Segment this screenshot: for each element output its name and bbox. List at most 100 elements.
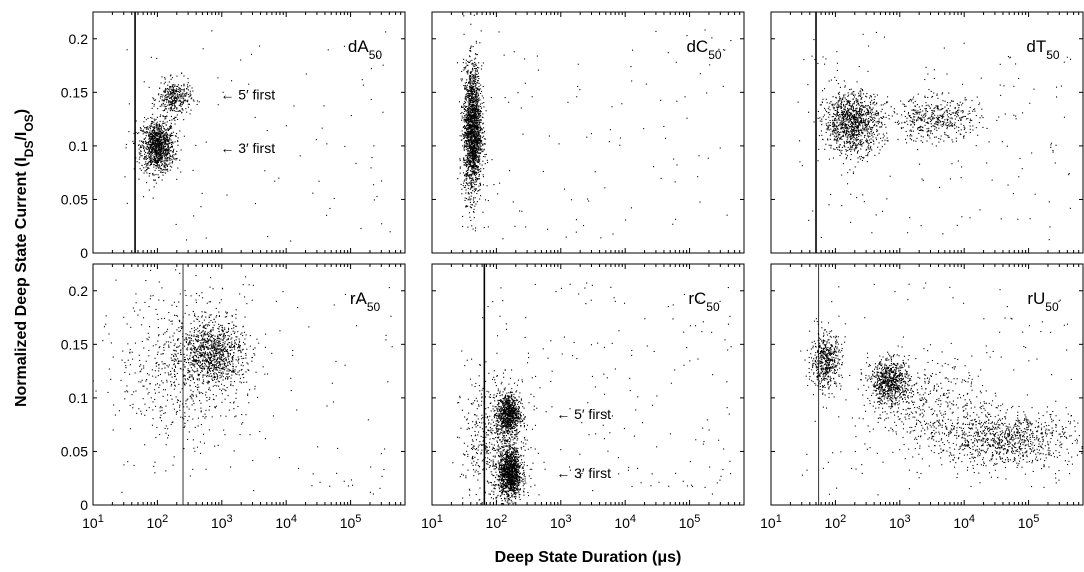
data-point <box>158 160 160 162</box>
data-point <box>163 83 165 85</box>
data-point <box>468 159 470 161</box>
data-point <box>836 142 838 144</box>
data-point <box>464 131 466 133</box>
data-point <box>861 139 863 141</box>
data-point <box>467 152 469 154</box>
data-point <box>477 142 479 144</box>
data-point <box>855 97 857 99</box>
data-point <box>173 100 175 102</box>
data-point <box>158 130 160 132</box>
data-point <box>153 99 155 101</box>
data-point <box>148 133 150 135</box>
data-point <box>921 129 923 131</box>
data-point <box>474 184 476 186</box>
data-point <box>466 147 468 149</box>
data-point <box>157 146 159 148</box>
data-point <box>842 125 844 127</box>
data-point <box>845 126 847 128</box>
data-point <box>474 89 476 91</box>
data-point <box>293 105 295 107</box>
data-point <box>149 135 151 137</box>
data-point <box>813 121 815 123</box>
data-point <box>935 122 937 124</box>
data-point <box>155 124 157 126</box>
data-point <box>474 77 476 79</box>
data-point <box>469 74 471 76</box>
data-point <box>849 141 851 143</box>
data-point <box>471 132 473 134</box>
data-point <box>474 100 476 102</box>
data-point <box>474 124 476 126</box>
y-tick-label: 0.15 <box>61 84 88 100</box>
data-point <box>475 150 477 152</box>
data-point <box>180 106 182 108</box>
data-point <box>467 226 469 228</box>
data-point <box>851 146 853 148</box>
data-point <box>469 150 471 152</box>
data-point <box>187 82 189 84</box>
data-point <box>161 154 163 156</box>
data-point <box>852 141 854 143</box>
data-point <box>846 117 848 119</box>
data-point <box>163 105 165 107</box>
data-point <box>848 127 850 129</box>
data-point <box>179 130 181 132</box>
data-point <box>145 155 147 157</box>
data-point <box>475 176 477 178</box>
data-point <box>166 88 168 90</box>
data-point <box>154 147 156 149</box>
data-point <box>152 132 154 134</box>
data-point <box>854 127 856 129</box>
data-point <box>482 211 484 213</box>
data-point <box>166 157 168 159</box>
data-point <box>166 150 168 152</box>
data-point <box>471 76 473 78</box>
data-point <box>469 139 471 141</box>
data-point <box>168 141 170 143</box>
data-point <box>479 148 481 150</box>
data-point <box>472 74 474 76</box>
data-point <box>174 100 176 102</box>
data-point <box>852 124 854 126</box>
data-point <box>326 143 328 145</box>
data-point <box>834 76 836 78</box>
data-point <box>174 110 176 112</box>
data-point <box>856 117 858 119</box>
data-point <box>838 115 840 117</box>
data-point <box>153 142 155 144</box>
data-point <box>860 90 862 92</box>
data-point <box>149 145 151 147</box>
data-point <box>469 174 471 176</box>
data-point <box>168 102 170 104</box>
data-point <box>466 119 468 121</box>
data-point <box>481 129 483 131</box>
data-point <box>471 110 473 112</box>
data-point <box>469 86 471 88</box>
data-point <box>862 118 864 120</box>
data-point <box>467 108 469 110</box>
data-point <box>183 89 185 91</box>
data-point <box>169 75 171 77</box>
data-point <box>165 132 167 134</box>
data-point <box>152 130 154 132</box>
data-point <box>901 114 903 116</box>
data-point <box>841 118 843 120</box>
data-point <box>475 78 477 80</box>
data-point <box>477 169 479 171</box>
data-point <box>148 157 150 159</box>
data-point <box>480 135 482 137</box>
data-point <box>475 101 477 103</box>
data-point <box>472 135 474 137</box>
data-point <box>151 107 153 109</box>
data-point <box>466 64 468 66</box>
data-point <box>464 174 466 176</box>
data-point <box>471 114 473 116</box>
data-point <box>832 121 834 123</box>
data-point <box>144 117 146 119</box>
data-point <box>169 162 171 164</box>
data-point <box>854 126 856 128</box>
data-point <box>475 40 477 42</box>
data-point <box>138 178 140 180</box>
data-point <box>470 154 472 156</box>
data-point <box>476 180 478 182</box>
